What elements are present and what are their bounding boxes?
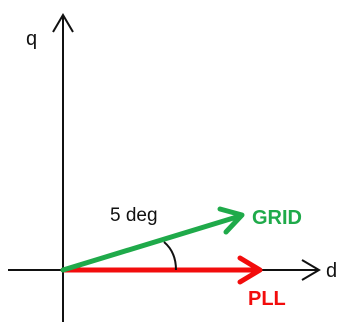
angle-arc — [163, 241, 177, 271]
grid-vector-shaft — [60, 213, 243, 273]
pll-vector-arrowhead — [237, 255, 263, 285]
q-axis: q — [26, 13, 74, 322]
grid-vector-label: GRID — [252, 207, 302, 229]
grid-vector: GRID — [60, 206, 302, 273]
angle-label: 5 deg — [110, 205, 158, 226]
grid-vector-arrowhead — [217, 206, 245, 235]
pll-vector-label: PLL — [248, 288, 286, 310]
q-axis-label: q — [26, 28, 37, 50]
d-axis-label: d — [326, 260, 337, 282]
pll-vector: PLL — [60, 255, 286, 310]
q-axis-arrowhead — [52, 13, 74, 33]
d-axis-arrowhead — [301, 259, 321, 281]
